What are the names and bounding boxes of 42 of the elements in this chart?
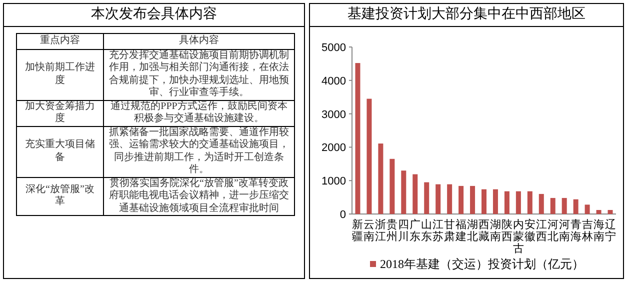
x-tick-label: 江西 bbox=[536, 219, 547, 243]
x-tick-label: 贵州 bbox=[386, 218, 398, 243]
text: 深化“放管服”改革 bbox=[16, 177, 104, 216]
y-tick-label: 0 bbox=[340, 209, 346, 221]
x-tick-label: 山东 bbox=[421, 218, 432, 243]
x-tick-label: 福建 bbox=[454, 218, 467, 243]
chart-title: 基建投资计划大部分集中在中西部地区 bbox=[310, 4, 623, 27]
x-tick-label: 云南 bbox=[364, 219, 375, 243]
legend-label: 2018年基建（交运）投资计划（亿元） bbox=[380, 257, 584, 271]
text: 本次发布会具体内容 bbox=[4, 4, 304, 27]
y-tick-label: 5000 bbox=[322, 42, 346, 54]
y-tick-label: 1000 bbox=[322, 176, 346, 188]
x-tick-label: 江苏 bbox=[432, 219, 444, 243]
y-tick-label: 3000 bbox=[322, 108, 346, 121]
x-tick-label: 西藏 bbox=[478, 219, 490, 243]
text: 抓紧储备一批国家战略需要、通道作用较强、运输需求较大的交通基础设施项目，同步推进前期工作，为适时开工创造条件。 bbox=[104, 126, 294, 177]
x-tick-label: 吉林 bbox=[580, 218, 593, 243]
x-tick-label: 湖南 bbox=[490, 219, 501, 243]
x-tick-label: 甘肃 bbox=[444, 218, 456, 243]
x-tick-label: 广东 bbox=[410, 218, 421, 243]
y-tick-label: 2000 bbox=[322, 142, 346, 154]
text: 充实重大项目储备 bbox=[16, 126, 104, 177]
text: 通过规范的PPP方式运作，鼓励民间资本积极参与交通基础设施建设。 bbox=[104, 100, 294, 126]
text: 加快前期工作进度 bbox=[16, 49, 104, 100]
x-tick-label: 安徽 bbox=[524, 218, 536, 243]
text: 充分发挥交通基础设施项目前期协调机制作用，加强与相关部门沟通衔接，在依法合规前提下，加快办理规划选址、用地预审、行业审查等手续。 bbox=[104, 49, 294, 100]
y-tick-label: 4000 bbox=[322, 75, 346, 88]
text: 具体内容 bbox=[104, 34, 294, 49]
x-tick-label: 湖北 bbox=[467, 219, 478, 243]
x-tick-label: 海南 bbox=[593, 219, 604, 243]
x-tick-label: 陕西 bbox=[501, 219, 512, 243]
x-tick-label: 河北 bbox=[547, 219, 558, 243]
text: 重点内容 bbox=[16, 34, 104, 49]
x-tick-label: 河南 bbox=[558, 219, 570, 243]
x-tick-label: 辽宁 bbox=[604, 219, 616, 243]
x-tick-label: 内蒙古 bbox=[512, 218, 524, 255]
x-tick-label: 四川 bbox=[398, 219, 410, 243]
text: 加大资金筹措力度 bbox=[16, 100, 104, 126]
x-tick-label: 新疆 bbox=[352, 218, 364, 243]
x-tick-label: 浙江 bbox=[375, 218, 386, 243]
x-tick-label: 青海 bbox=[570, 218, 582, 243]
text: 贯彻落实国务院深化“放管服”改革转变政府职能电视电话会议精神，进一步压缩交通基础设施领域项目全流程审批时间 bbox=[104, 177, 294, 216]
